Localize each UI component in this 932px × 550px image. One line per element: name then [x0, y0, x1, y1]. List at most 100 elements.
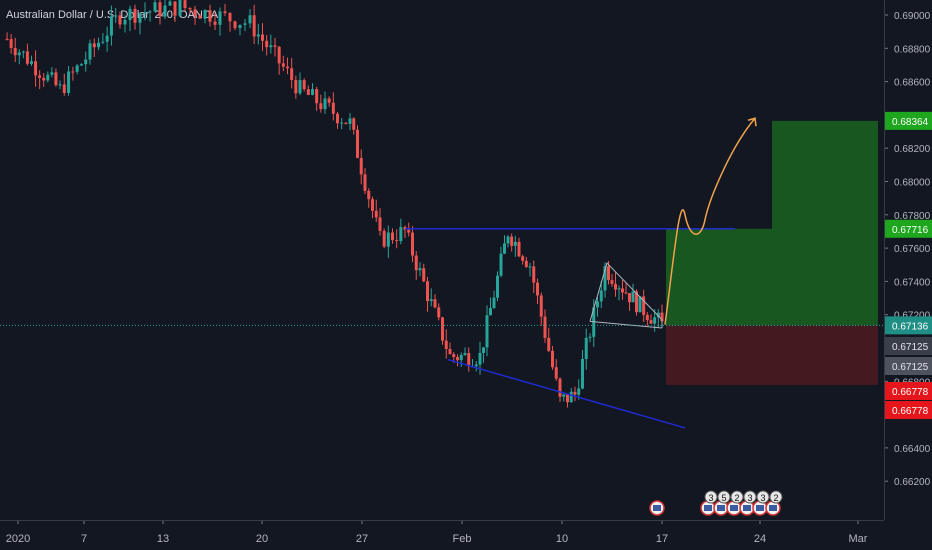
candle-body — [88, 43, 92, 60]
flag-icon — [769, 505, 777, 511]
candle-body — [168, 1, 172, 6]
candle-body — [34, 61, 38, 76]
candle-body — [367, 190, 371, 200]
candle-body — [645, 314, 649, 321]
flag-icon — [653, 505, 661, 511]
candle-body — [148, 11, 152, 13]
candle-body — [489, 308, 492, 316]
take-profit-zone — [666, 120, 878, 326]
candle-body — [178, 0, 182, 16]
event-count-text: 2 — [773, 493, 778, 503]
candle-body — [492, 297, 496, 309]
candle-body — [79, 64, 83, 66]
candle-body — [562, 394, 566, 397]
candle-body — [359, 157, 363, 175]
arrow-head — [747, 117, 757, 127]
candle-body — [407, 229, 411, 233]
candle-body — [422, 268, 426, 282]
price-tick-label: 0.68000 — [894, 178, 931, 189]
candle-body — [173, 1, 177, 16]
candle-body — [21, 51, 25, 53]
candle-body — [54, 72, 58, 86]
candle-body — [581, 358, 584, 389]
price-tick-label: 0.67600 — [894, 244, 931, 255]
candle-body — [67, 71, 71, 93]
candle-body — [656, 312, 660, 318]
candle-body — [193, 9, 197, 16]
candle-body — [418, 268, 422, 271]
candle-body — [459, 354, 463, 361]
event-count-text: 5 — [721, 493, 726, 503]
candle-body — [628, 293, 631, 303]
price-label-text: 0.66778 — [892, 387, 929, 398]
drawings — [0, 117, 884, 429]
candle-body — [261, 34, 264, 41]
candle-body — [485, 315, 489, 348]
candle-body — [506, 236, 510, 244]
price-label-stop — [885, 401, 932, 419]
price-label-text: 0.67716 — [892, 225, 929, 236]
time-tick-label: 24 — [754, 533, 766, 545]
candle-body — [521, 256, 525, 261]
candle-body — [653, 317, 657, 324]
candle-body — [352, 118, 356, 130]
candle-body — [42, 77, 46, 81]
candle-body — [188, 7, 192, 10]
price-label-entry-top — [885, 219, 932, 238]
candle-body — [649, 320, 653, 324]
candle-body — [482, 347, 485, 353]
candle-body — [198, 15, 202, 19]
candle-body — [331, 102, 335, 114]
candle-body — [138, 13, 142, 23]
candle-body — [286, 66, 289, 69]
candle-body — [344, 122, 348, 124]
candle-body — [456, 357, 459, 361]
candle-body — [281, 63, 285, 67]
candle-body — [252, 15, 256, 37]
candle-body — [433, 299, 437, 308]
event-count-badge — [743, 490, 757, 504]
time-tick-label: 27 — [356, 533, 368, 545]
price-tick-label: 0.68200 — [894, 144, 931, 155]
candle-body — [528, 266, 532, 268]
candle-body — [71, 71, 75, 73]
price-label-text: 0.66778 — [892, 406, 929, 417]
candle-body — [298, 80, 302, 94]
candle-body — [25, 51, 29, 64]
candle-body — [584, 337, 588, 359]
candle-body — [543, 316, 547, 338]
candle-body — [9, 39, 13, 48]
candle-body — [327, 98, 331, 103]
candle-body — [118, 15, 122, 25]
candle-body — [624, 292, 628, 294]
time-tick-label: 20 — [256, 533, 268, 545]
candle-body — [554, 367, 558, 379]
candle-body — [577, 388, 581, 395]
candle-body — [269, 45, 273, 48]
candle-body — [290, 68, 294, 80]
candle-body — [265, 40, 269, 48]
candle-body — [599, 290, 603, 302]
candle-body — [46, 74, 50, 81]
flag-icon — [743, 505, 751, 511]
candle-body — [617, 288, 621, 290]
candle-body — [610, 280, 614, 284]
candle-body — [273, 45, 277, 47]
flag-icon — [730, 505, 738, 511]
candle-body — [228, 13, 232, 22]
event-count-text: 2 — [734, 493, 739, 503]
candle-body — [315, 89, 319, 104]
time-tick-label: 17 — [656, 533, 668, 545]
candle-body — [363, 174, 367, 191]
time-tick-label: 10 — [556, 533, 568, 545]
candle-body — [277, 46, 281, 64]
candle-body — [294, 79, 298, 94]
candle-body — [638, 296, 642, 313]
price-label-text: 0.67125 — [892, 342, 929, 353]
time-tick-label: 13 — [157, 533, 169, 545]
candle-body — [92, 43, 96, 48]
event-count-text: 3 — [760, 493, 765, 503]
candle-body — [218, 11, 222, 25]
